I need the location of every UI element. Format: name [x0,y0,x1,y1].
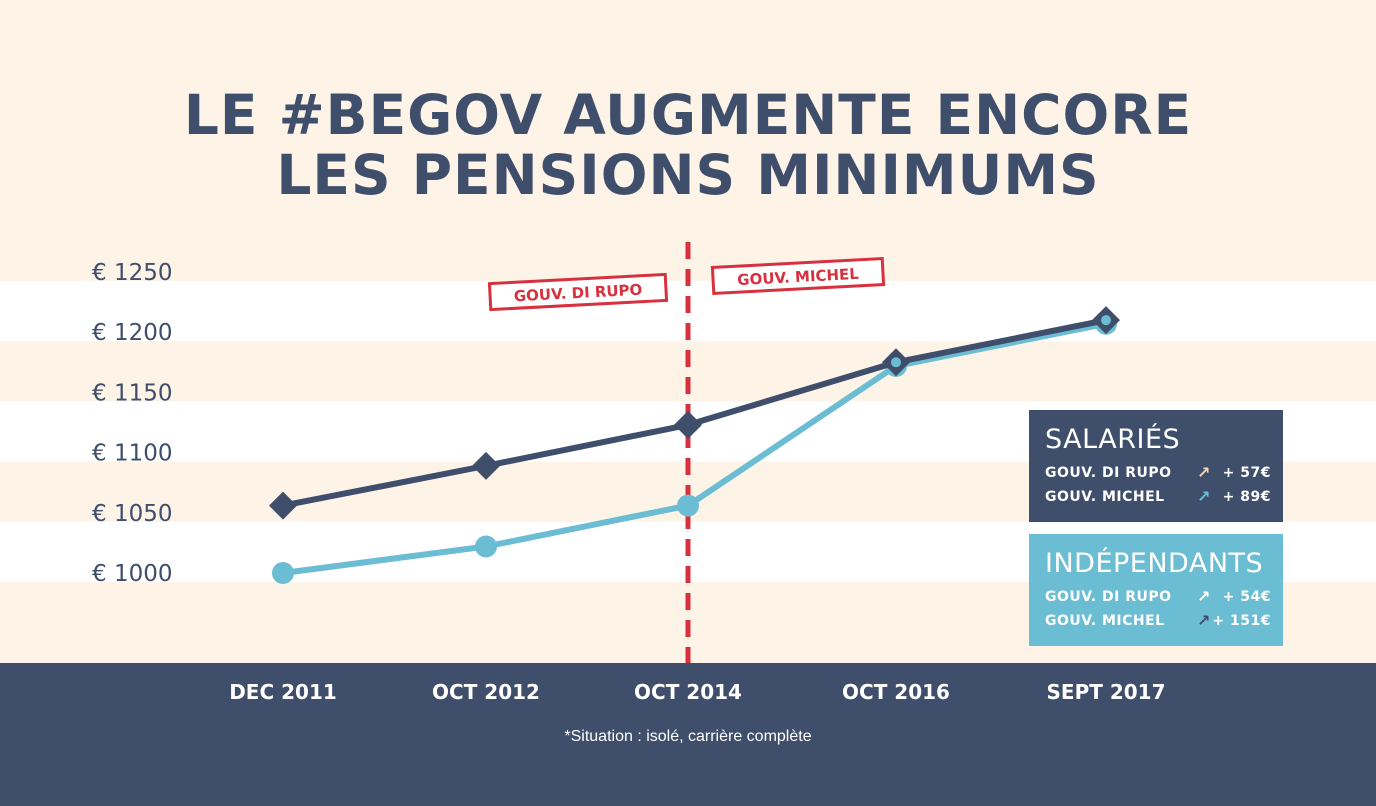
arrow-up-right-icon: ↗ [1197,463,1211,482]
x-tick-label: SEPT 2017 [1047,680,1166,704]
x-tick-label: OCT 2016 [842,680,950,704]
data-point-independants [475,535,497,558]
y-tick-label: € 1200 [92,320,172,346]
data-point-independants [677,494,699,517]
legend-independants-title: INDÉPENDANTS [1045,548,1264,579]
title-line-2: LES PENSIONS MINIMUMS [276,143,1100,207]
y-tick-label: € 1250 [92,260,172,286]
arrow-up-right-icon: ↗ [1197,587,1211,606]
title-line-1: LE #BEGOV AUGMENTE ENCORE [183,83,1193,147]
legend-row-value: + 57€ [1222,465,1271,481]
period-label-di-rupo: GOUV. DI RUPO [487,272,669,312]
footnote: *Situation : isolé, carrière complète [564,728,812,745]
y-tick-label: € 1050 [92,501,172,527]
legend-row-value: + 54€ [1222,589,1271,605]
arrow-up-right-icon: ↗ [1197,611,1211,630]
period-label-michel: GOUV. MICHEL [710,256,886,296]
legend-row-value: + 89€ [1222,489,1271,505]
legend-salaries: SALARIÉS GOUV. DI RUPO ↗ + 57€ GOUV. MIC… [1029,410,1283,522]
x-tick-label: DEC 2011 [229,680,337,704]
data-point-salaries [269,491,297,520]
y-tick-label: € 1150 [92,380,172,406]
legend-salaries-title: SALARIÉS [1045,424,1181,455]
axis-band [0,663,1376,806]
legend-row-label: GOUV. MICHEL [1045,489,1165,505]
y-tick-label: € 1000 [92,561,172,587]
arrow-up-right-icon: ↗ [1197,487,1211,506]
data-point-independants-overlay [891,357,901,368]
x-tick-label: OCT 2012 [432,680,540,704]
legend-independants: INDÉPENDANTS GOUV. DI RUPO ↗ + 54€ GOUV.… [1029,534,1283,646]
data-point-salaries [674,410,702,439]
legend-row-label: GOUV. MICHEL [1045,613,1165,629]
x-tick-label: OCT 2014 [634,680,742,704]
data-point-independants [272,562,294,584]
period-label-michel-frame [710,256,886,296]
legend-row-label: GOUV. DI RUPO [1045,465,1172,481]
legend-row-value: + 151€ [1212,613,1271,629]
data-point-independants-overlay [1101,315,1111,326]
y-tick-label: € 1100 [92,441,172,467]
legend-row-label: GOUV. DI RUPO [1045,589,1172,605]
period-label-di-rupo-frame [487,272,669,312]
data-point-salaries [472,451,500,480]
